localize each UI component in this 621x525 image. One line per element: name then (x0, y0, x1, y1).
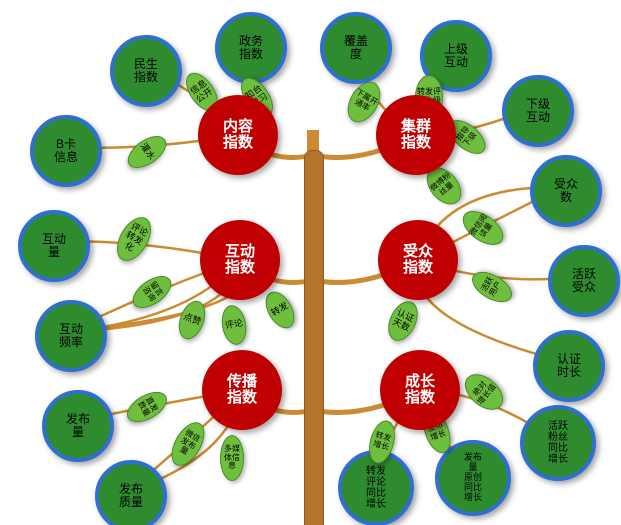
mid-label: 微信发布量 (174, 429, 201, 460)
mid-m17: 微信发布量 (165, 417, 212, 472)
leaf-label: 发布量 (66, 413, 90, 439)
mid-label: 留言咨询 (138, 278, 165, 306)
leaf-hudongl: 互动量 (18, 210, 90, 282)
leaf-label: 转发评论同比增长 (366, 466, 386, 510)
hub-content: 内容指数 (198, 95, 278, 175)
leaf-shouzh: 受众数 (530, 155, 602, 227)
leaf-fabul: 发布量 (42, 390, 114, 462)
hub-interact: 互动指数 (200, 220, 280, 300)
mid-m18: 多媒体信息 (220, 435, 244, 481)
leaf-hudongp: 互动频率 (35, 300, 107, 372)
mid-m9: 留言咨询 (127, 270, 177, 315)
mid-label: 微信阅读量 (469, 213, 497, 243)
hub-spread: 传播指数 (202, 350, 282, 430)
mid-label: 转发增长 (369, 431, 395, 454)
leaf-label: 认证时长 (557, 353, 581, 379)
mid-label: 认证天数 (391, 308, 416, 334)
leaf-xiaji: 下级互动 (502, 75, 574, 147)
mid-m3: 灌水 (122, 130, 172, 175)
hub-growth: 成长指数 (380, 350, 460, 430)
mid-label: 信息公开 (187, 78, 216, 107)
mid-label: 指导下级 (453, 123, 481, 151)
mid-label: 评论转发化 (119, 222, 149, 257)
mid-label: 绝对增长值 (470, 377, 499, 407)
trunk (304, 150, 324, 525)
leaf-label: 下级互动 (526, 98, 550, 124)
mid-m14: 活跃用户 (467, 266, 517, 309)
mid-m12: 转发 (260, 287, 301, 334)
leaf-label: 上级互动 (444, 43, 468, 69)
mid-m8: 评论转发化 (110, 211, 158, 267)
hub-label: 传播指数 (227, 374, 257, 407)
mid-label: 活跃用户 (479, 273, 505, 301)
leaf-label: 活跃粉丝同比增长 (548, 421, 568, 465)
mid-m19: 绝对增长值 (458, 367, 510, 417)
leaf-fugai: 覆盖度 (320, 12, 392, 84)
leaf-label: 发布量原创同比增长 (464, 453, 482, 502)
hub-label: 受众指数 (403, 244, 433, 277)
hub-audience: 受众指数 (378, 220, 458, 300)
mid-m11: 评论 (219, 303, 250, 347)
leaf-renzheng: 认证时长 (533, 330, 605, 402)
mid-label: 直发数量 (134, 393, 160, 421)
leaf-label: 互动量 (42, 233, 66, 259)
leaf-label: B卡信息 (54, 138, 78, 164)
leaf-label: 覆盖度 (344, 35, 368, 61)
hub-label: 互动指数 (225, 244, 255, 277)
leaf-zhengwu: 政务指数 (215, 12, 287, 84)
mid-label: 评论 (224, 319, 243, 332)
leaf-bka: B卡信息 (30, 115, 102, 187)
mid-m16: 直发数量 (122, 386, 172, 429)
leaf-label: 民生指数 (134, 58, 158, 84)
leaf-label: 活跃受众 (572, 268, 596, 294)
mid-label: 转发 (270, 301, 291, 319)
mid-label: 多媒体信息 (221, 445, 243, 471)
hub-label: 集群指数 (401, 119, 431, 152)
mid-m10: 点赞 (174, 297, 210, 343)
leaf-huofs: 活跃粉丝同比增长 (520, 405, 596, 481)
mid-label: 灌水 (138, 142, 156, 162)
leaf-minsheng: 民生指数 (110, 35, 182, 107)
mid-label: 点赞 (182, 312, 202, 327)
leaf-label: 政务指数 (239, 35, 263, 61)
leaf-huoyue: 活跃受众 (548, 245, 620, 317)
hub-label: 内容指数 (223, 119, 253, 152)
leaf-label: 受众数 (554, 178, 578, 204)
leaf-label: 互动频率 (59, 323, 83, 349)
leaf-label: 发布质量 (119, 483, 143, 509)
hub-label: 成长指数 (405, 374, 435, 407)
hub-cluster: 集群指数 (376, 95, 456, 175)
mid-m13: 微信阅读量 (457, 204, 510, 252)
mid-label: 微博粉丝量 (429, 172, 459, 201)
diagram-stage: 民生指数 政务指数 B卡信息 覆盖度 上级互动下级互动互动量互动频率 受众数活跃受众认证时… (0, 0, 621, 525)
leaf-fabuzh: 发布质量 (95, 460, 167, 525)
mid-m15: 认证天数 (382, 296, 423, 345)
mid-label: 下属开通率 (349, 88, 379, 115)
